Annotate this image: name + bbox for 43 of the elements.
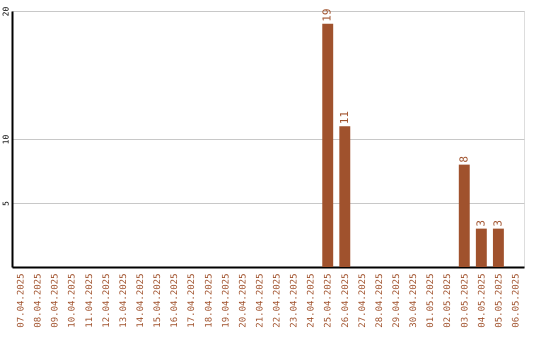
x-tick-label: 11.04.2025 [84, 274, 95, 328]
x-tick-label: 09.04.2025 [50, 274, 61, 328]
x-tick-label: 06.05.2025 [511, 274, 522, 328]
x-tick-label: 17.04.2025 [187, 274, 198, 328]
data-label: 3 [474, 220, 488, 227]
x-tick-label: 13.04.2025 [118, 274, 129, 328]
x-tick-label: 23.04.2025 [290, 274, 300, 328]
x-tick-label: 22.04.2025 [272, 274, 283, 328]
x-tick-label: 28.04.2025 [374, 274, 385, 328]
x-tick-label: 20.04.2025 [238, 274, 248, 328]
x-tick-label: 02.05.2025 [443, 274, 454, 328]
x-tick-label: 26.04.2025 [340, 274, 351, 328]
x-tick-label: 21.04.2025 [255, 274, 266, 328]
x-tick-label: 30.04.2025 [409, 274, 420, 328]
x-tick-label: 08.04.2025 [34, 274, 44, 328]
x-tick-label: 24.04.2025 [306, 274, 317, 328]
y-tick-label: 10 [2, 134, 10, 144]
x-tick-label: 07.04.2025 [16, 274, 27, 328]
x-tick-label: 27.04.2025 [358, 274, 368, 328]
bar [476, 228, 487, 267]
x-tick-label: 15.04.2025 [153, 274, 164, 328]
x-tick-label: 14.04.2025 [136, 274, 146, 328]
x-tick-label: 18.04.2025 [204, 274, 214, 328]
data-label: 3 [491, 220, 504, 227]
data-label: 19 [320, 8, 334, 22]
x-tick-label: 12.04.2025 [102, 274, 112, 328]
data-label: 11 [338, 110, 351, 124]
x-tick-label: 03.05.2025 [460, 274, 470, 328]
x-tick-label: 04.05.2025 [477, 274, 488, 328]
x-tick-label: 01.05.2025 [426, 274, 436, 328]
x-tick-label: 29.04.2025 [392, 274, 402, 328]
data-label: 8 [457, 156, 470, 163]
x-tick-label: 10.04.2025 [68, 274, 78, 328]
bar [492, 228, 504, 267]
bar [458, 164, 470, 267]
bar [322, 24, 334, 267]
x-tick-label: 05.05.2025 [494, 274, 504, 328]
x-tick-label: 19.04.2025 [221, 274, 232, 328]
x-tick-label: 16.04.2025 [170, 274, 180, 328]
bar [339, 126, 350, 267]
y-tick-label: 5 [2, 200, 10, 206]
x-tick-label: 25.04.2025 [324, 274, 334, 328]
y-tick-label: 20 [2, 6, 10, 16]
